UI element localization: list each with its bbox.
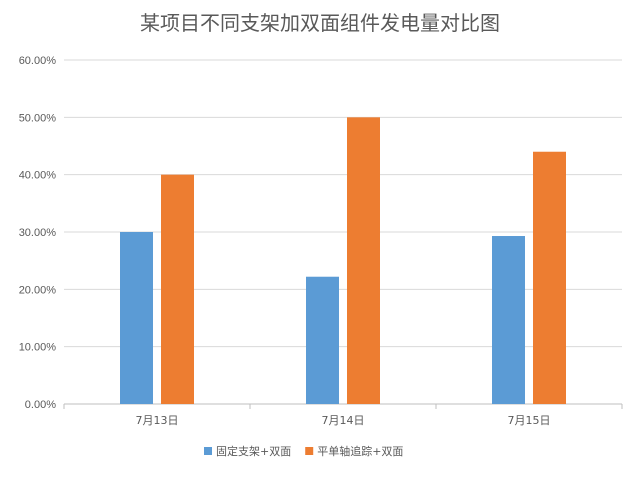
bar-1-1 bbox=[120, 232, 153, 404]
y-tick-label: 50.00% bbox=[19, 112, 57, 124]
bar-2-1 bbox=[161, 174, 194, 404]
bars-layer bbox=[120, 117, 566, 404]
y-axis-ticks: 0.00% 10.00% 20.00% 30.00% 40.00% 50.00% 60.00… bbox=[19, 55, 57, 411]
legend-label: 平单轴追踪+双面 bbox=[317, 444, 403, 458]
y-tick-label: 0.00% bbox=[25, 399, 56, 411]
y-tick-label: 20.00% bbox=[19, 284, 57, 296]
legend-swatch bbox=[305, 447, 314, 455]
bar-1-3 bbox=[492, 236, 525, 404]
chart-title: 某项目不同支架加双面组件发电量对比图 bbox=[140, 11, 500, 35]
y-tick-label: 40.00% bbox=[19, 170, 57, 182]
y-tick-label: 60.00% bbox=[19, 55, 57, 67]
x-axis-categories: 7月13日 7月14日 7月15日 bbox=[63, 404, 623, 427]
bar-1-2 bbox=[306, 276, 339, 404]
bar-2-2 bbox=[347, 117, 380, 404]
y-tick-label: 30.00% bbox=[19, 227, 57, 239]
x-category-label: 7月13日 bbox=[136, 414, 179, 427]
bar-2-3 bbox=[533, 151, 566, 404]
x-category-label: 7月15日 bbox=[508, 414, 551, 427]
legend-swatch bbox=[204, 447, 212, 455]
legend: 固定支架+双面 平单轴追踪+双面 bbox=[204, 444, 403, 458]
legend-label: 固定支架+双面 bbox=[216, 444, 291, 458]
grid-layer bbox=[64, 59, 622, 405]
x-category-label: 7月14日 bbox=[322, 414, 365, 427]
y-tick-label: 10.00% bbox=[19, 342, 57, 354]
